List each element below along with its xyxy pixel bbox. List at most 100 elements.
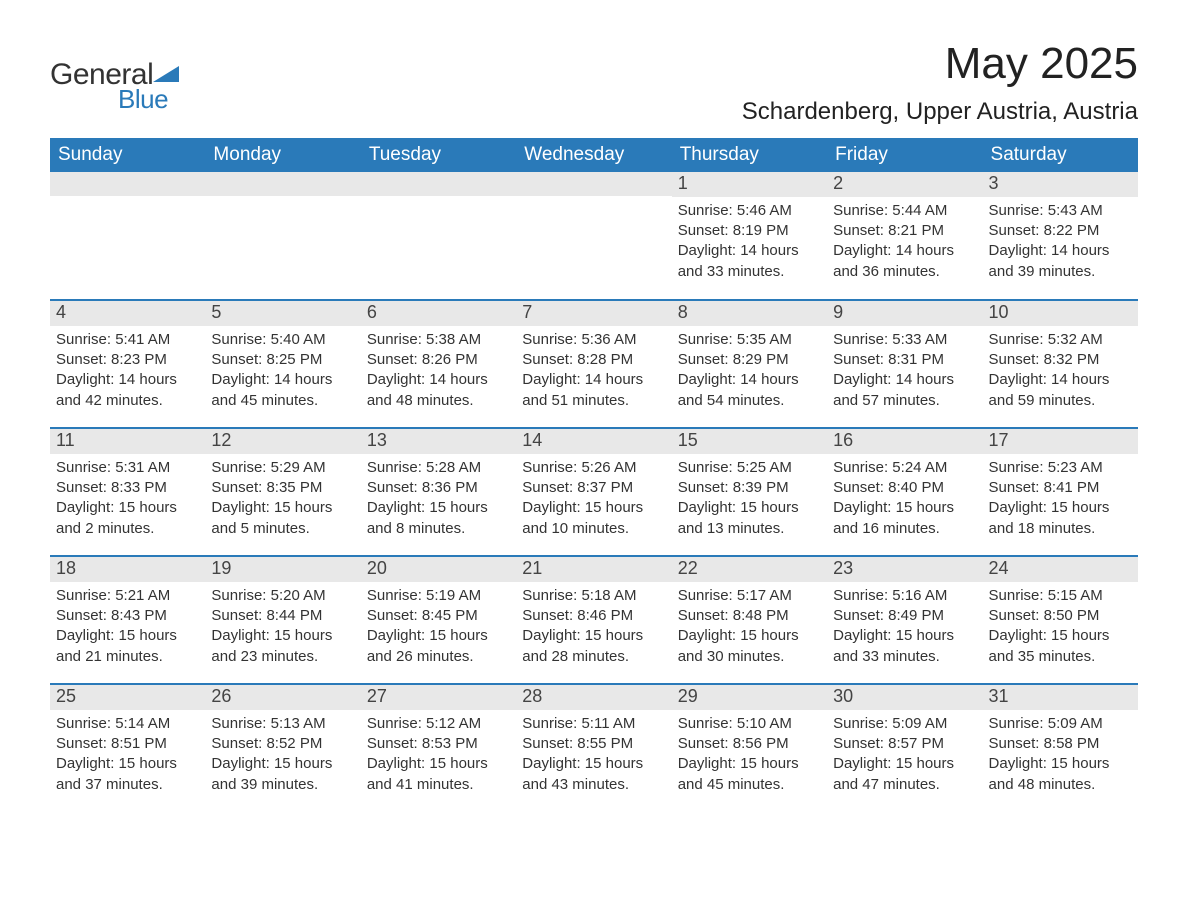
day-cell: 25Sunrise: 5:14 AMSunset: 8:51 PMDayligh… — [50, 684, 205, 812]
sunrise-line: Sunrise: 5:46 AM — [678, 201, 821, 221]
day-details: Sunrise: 5:09 AMSunset: 8:58 PMDaylight:… — [983, 710, 1138, 799]
day-cell: 31Sunrise: 5:09 AMSunset: 8:58 PMDayligh… — [983, 684, 1138, 812]
sunset-line: Sunset: 8:29 PM — [678, 350, 821, 370]
calendar-page: General Blue May 2025 Schardenberg, Uppe… — [0, 0, 1188, 852]
day-cell: 16Sunrise: 5:24 AMSunset: 8:40 PMDayligh… — [827, 428, 982, 556]
day-cell: 4Sunrise: 5:41 AMSunset: 8:23 PMDaylight… — [50, 300, 205, 428]
sunset-line: Sunset: 8:48 PM — [678, 606, 821, 626]
sunrise-line: Sunrise: 5:24 AM — [833, 458, 976, 478]
sunset-line: Sunset: 8:43 PM — [56, 606, 199, 626]
day-details: Sunrise: 5:12 AMSunset: 8:53 PMDaylight:… — [361, 710, 516, 799]
day-details: Sunrise: 5:16 AMSunset: 8:49 PMDaylight:… — [827, 582, 982, 671]
empty-daynum-bar — [361, 172, 516, 196]
day-details: Sunrise: 5:25 AMSunset: 8:39 PMDaylight:… — [672, 454, 827, 543]
calendar-body: 1Sunrise: 5:46 AMSunset: 8:19 PMDaylight… — [50, 172, 1138, 812]
day-details: Sunrise: 5:33 AMSunset: 8:31 PMDaylight:… — [827, 326, 982, 415]
day-details: Sunrise: 5:46 AMSunset: 8:19 PMDaylight:… — [672, 197, 827, 286]
sunset-line: Sunset: 8:51 PM — [56, 734, 199, 754]
day-details: Sunrise: 5:15 AMSunset: 8:50 PMDaylight:… — [983, 582, 1138, 671]
sunset-line: Sunset: 8:26 PM — [367, 350, 510, 370]
sunset-line: Sunset: 8:25 PM — [211, 350, 354, 370]
day-details: Sunrise: 5:29 AMSunset: 8:35 PMDaylight:… — [205, 454, 360, 543]
sunrise-line: Sunrise: 5:09 AM — [989, 714, 1132, 734]
day-details: Sunrise: 5:24 AMSunset: 8:40 PMDaylight:… — [827, 454, 982, 543]
daylight-line: Daylight: 15 hours and 5 minutes. — [211, 498, 354, 539]
daylight-line: Daylight: 14 hours and 36 minutes. — [833, 241, 976, 282]
day-details: Sunrise: 5:21 AMSunset: 8:43 PMDaylight:… — [50, 582, 205, 671]
sunrise-line: Sunrise: 5:20 AM — [211, 586, 354, 606]
day-number: 31 — [983, 685, 1138, 710]
day-number: 29 — [672, 685, 827, 710]
day-number: 7 — [516, 301, 671, 326]
daylight-line: Daylight: 15 hours and 43 minutes. — [522, 754, 665, 795]
sunset-line: Sunset: 8:52 PM — [211, 734, 354, 754]
sunset-line: Sunset: 8:35 PM — [211, 478, 354, 498]
day-number: 16 — [827, 429, 982, 454]
day-details: Sunrise: 5:31 AMSunset: 8:33 PMDaylight:… — [50, 454, 205, 543]
day-number: 5 — [205, 301, 360, 326]
title-block: May 2025 Schardenberg, Upper Austria, Au… — [742, 40, 1138, 134]
day-details: Sunrise: 5:20 AMSunset: 8:44 PMDaylight:… — [205, 582, 360, 671]
day-cell — [50, 172, 205, 300]
sunrise-line: Sunrise: 5:35 AM — [678, 330, 821, 350]
sunset-line: Sunset: 8:32 PM — [989, 350, 1132, 370]
sunset-line: Sunset: 8:55 PM — [522, 734, 665, 754]
day-cell: 2Sunrise: 5:44 AMSunset: 8:21 PMDaylight… — [827, 172, 982, 300]
sunset-line: Sunset: 8:57 PM — [833, 734, 976, 754]
sunrise-line: Sunrise: 5:12 AM — [367, 714, 510, 734]
daylight-line: Daylight: 15 hours and 23 minutes. — [211, 626, 354, 667]
day-cell — [361, 172, 516, 300]
day-cell: 14Sunrise: 5:26 AMSunset: 8:37 PMDayligh… — [516, 428, 671, 556]
sunset-line: Sunset: 8:50 PM — [989, 606, 1132, 626]
month-title: May 2025 — [742, 40, 1138, 88]
sunrise-line: Sunrise: 5:15 AM — [989, 586, 1132, 606]
week-row: 11Sunrise: 5:31 AMSunset: 8:33 PMDayligh… — [50, 428, 1138, 556]
day-number: 10 — [983, 301, 1138, 326]
daylight-line: Daylight: 14 hours and 48 minutes. — [367, 370, 510, 411]
day-number: 17 — [983, 429, 1138, 454]
empty-daynum-bar — [205, 172, 360, 196]
day-details: Sunrise: 5:40 AMSunset: 8:25 PMDaylight:… — [205, 326, 360, 415]
weekday-header: Monday — [205, 138, 360, 172]
calendar-head: Sunday Monday Tuesday Wednesday Thursday… — [50, 138, 1138, 172]
daylight-line: Daylight: 14 hours and 51 minutes. — [522, 370, 665, 411]
day-number: 9 — [827, 301, 982, 326]
daylight-line: Daylight: 15 hours and 13 minutes. — [678, 498, 821, 539]
sunset-line: Sunset: 8:44 PM — [211, 606, 354, 626]
empty-daynum-bar — [516, 172, 671, 196]
day-number: 8 — [672, 301, 827, 326]
day-details: Sunrise: 5:26 AMSunset: 8:37 PMDaylight:… — [516, 454, 671, 543]
day-cell — [205, 172, 360, 300]
day-cell: 22Sunrise: 5:17 AMSunset: 8:48 PMDayligh… — [672, 556, 827, 684]
day-cell: 13Sunrise: 5:28 AMSunset: 8:36 PMDayligh… — [361, 428, 516, 556]
weekday-header: Tuesday — [361, 138, 516, 172]
daylight-line: Daylight: 14 hours and 59 minutes. — [989, 370, 1132, 411]
sunset-line: Sunset: 8:53 PM — [367, 734, 510, 754]
sunrise-line: Sunrise: 5:17 AM — [678, 586, 821, 606]
day-number: 6 — [361, 301, 516, 326]
sunrise-line: Sunrise: 5:18 AM — [522, 586, 665, 606]
day-number: 21 — [516, 557, 671, 582]
daylight-line: Daylight: 15 hours and 45 minutes. — [678, 754, 821, 795]
day-number: 15 — [672, 429, 827, 454]
daylight-line: Daylight: 15 hours and 28 minutes. — [522, 626, 665, 667]
day-cell: 1Sunrise: 5:46 AMSunset: 8:19 PMDaylight… — [672, 172, 827, 300]
week-row: 1Sunrise: 5:46 AMSunset: 8:19 PMDaylight… — [50, 172, 1138, 300]
day-details: Sunrise: 5:13 AMSunset: 8:52 PMDaylight:… — [205, 710, 360, 799]
day-cell: 6Sunrise: 5:38 AMSunset: 8:26 PMDaylight… — [361, 300, 516, 428]
sunrise-line: Sunrise: 5:32 AM — [989, 330, 1132, 350]
day-cell: 10 Sunrise: 5:32 AMSunset: 8:32 PMDayligh… — [983, 300, 1138, 428]
day-cell: 30Sunrise: 5:09 AMSunset: 8:57 PMDayligh… — [827, 684, 982, 812]
day-details: Sunrise: 5:11 AMSunset: 8:55 PMDaylight:… — [516, 710, 671, 799]
daylight-line: Daylight: 15 hours and 16 minutes. — [833, 498, 976, 539]
sunrise-line: Sunrise: 5:23 AM — [989, 458, 1132, 478]
weekday-row: Sunday Monday Tuesday Wednesday Thursday… — [50, 138, 1138, 172]
daylight-line: Daylight: 15 hours and 18 minutes. — [989, 498, 1132, 539]
sunset-line: Sunset: 8:19 PM — [678, 221, 821, 241]
sunrise-line: Sunrise: 5:14 AM — [56, 714, 199, 734]
day-cell: 9Sunrise: 5:33 AMSunset: 8:31 PMDaylight… — [827, 300, 982, 428]
header: General Blue May 2025 Schardenberg, Uppe… — [50, 40, 1138, 134]
day-number: 23 — [827, 557, 982, 582]
day-cell: 19Sunrise: 5:20 AMSunset: 8:44 PMDayligh… — [205, 556, 360, 684]
day-cell: 21Sunrise: 5:18 AMSunset: 8:46 PMDayligh… — [516, 556, 671, 684]
